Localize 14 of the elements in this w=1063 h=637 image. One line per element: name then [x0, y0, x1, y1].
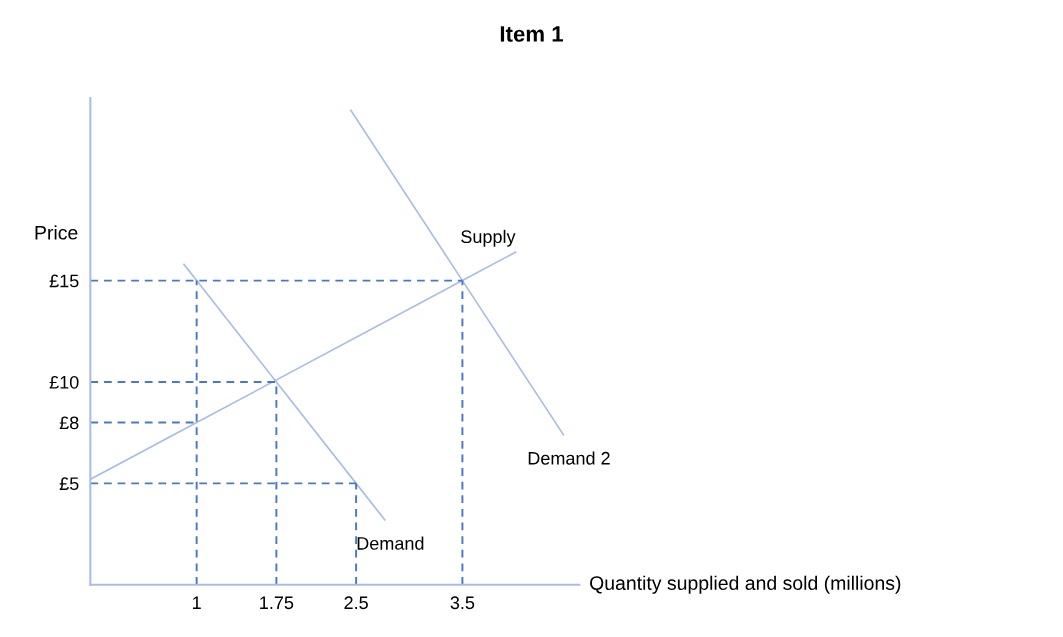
y-tick-label: £5: [59, 477, 79, 491]
x-axis-title: Quantity supplied and sold (millions): [590, 575, 901, 594]
x-tick-label: 1: [193, 596, 201, 609]
series-label: Demand 2: [528, 451, 610, 465]
y-tick-label: £8: [59, 416, 79, 430]
chart-title: Item 1: [500, 26, 563, 42]
x-tick-label: 2.5: [344, 596, 368, 610]
x-tick-label: 3.5: [450, 596, 475, 610]
series-label: Demand: [357, 536, 424, 550]
x-tick-label: 1.75: [260, 596, 294, 610]
y-tick-label: £10: [49, 375, 79, 389]
y-axis-title: Price: [35, 225, 78, 240]
series-label: Supply: [461, 229, 516, 247]
y-tick-label: £15: [49, 274, 79, 288]
